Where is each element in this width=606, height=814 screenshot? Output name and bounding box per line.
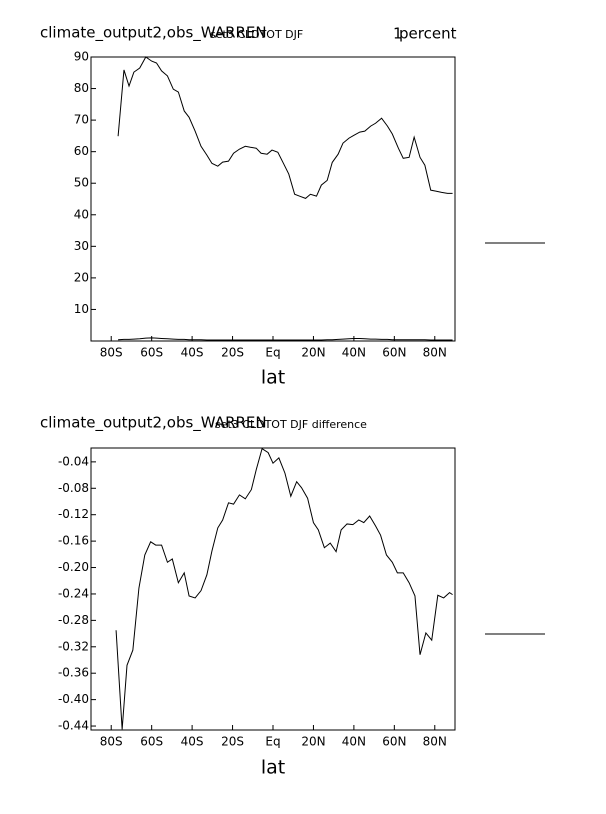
x-tick-label: 20S [221, 346, 244, 360]
y-tick-label: -0.32 [58, 639, 89, 653]
x-tick-label: 80N [423, 346, 447, 360]
plot-frame [90, 447, 456, 731]
x-tick-label: 20N [301, 735, 325, 749]
y-tick-label: 10 [74, 302, 89, 316]
y-tick-label: 30 [74, 239, 89, 253]
y-tick-label: -0.40 [58, 692, 89, 706]
data-line [115, 447, 453, 730]
chart-subtitle: set3 CLDTOT DJF [210, 28, 303, 41]
x-tick-label: 60N [382, 735, 406, 749]
y-tick-label: 80 [74, 81, 89, 95]
chart-title: climate_output2,obs_WARREN [40, 24, 267, 43]
data-line [118, 337, 453, 341]
y-tick-label: -0.12 [58, 507, 89, 521]
y-tick-label: -0.16 [58, 534, 89, 548]
x-axis-label: lat [261, 367, 285, 389]
y-tick-label: -0.04 [58, 454, 89, 468]
x-tick-label: 60S [140, 346, 163, 360]
chart-title: climate_output2,obs_WARREN [40, 414, 267, 433]
x-tick-label: 80S [100, 346, 123, 360]
x-tick-label: 40S [181, 735, 204, 749]
x-tick-label: Eq [265, 735, 280, 749]
y-tick-label: -0.24 [58, 586, 89, 600]
x-tick-label: 60N [382, 346, 406, 360]
y-tick-label: 90 [74, 50, 89, 64]
y-tick-label: -0.28 [58, 613, 89, 627]
y-tick-label: -0.36 [58, 666, 89, 680]
y-tick-label: -0.44 [58, 719, 89, 733]
y-tick-label: 50 [74, 176, 89, 190]
units: percent [399, 25, 457, 43]
x-tick-label: 40N [342, 735, 366, 749]
x-tick-label: 20N [301, 346, 325, 360]
y-tick-label: 40 [74, 207, 89, 221]
y-tick-label: 60 [74, 144, 89, 158]
x-axis-label: lat [261, 757, 285, 779]
data-line [117, 56, 453, 199]
x-tick-label: 80S [100, 735, 123, 749]
x-tick-label: 40S [181, 346, 204, 360]
chart-subtitle: set3 CLDTOT DJF difference [215, 418, 367, 431]
y-tick-label: 70 [74, 113, 89, 127]
y-tick-label: -0.08 [58, 481, 89, 495]
x-tick-label: 40N [342, 346, 366, 360]
plot-frame [90, 56, 456, 342]
x-tick-label: 20S [221, 735, 244, 749]
x-tick-label: Eq [265, 346, 280, 360]
annotation: 1 [393, 25, 403, 43]
x-tick-label: 80N [423, 735, 447, 749]
y-tick-label: 20 [74, 270, 89, 284]
y-tick-label: -0.20 [58, 560, 89, 574]
x-tick-label: 60S [140, 735, 163, 749]
